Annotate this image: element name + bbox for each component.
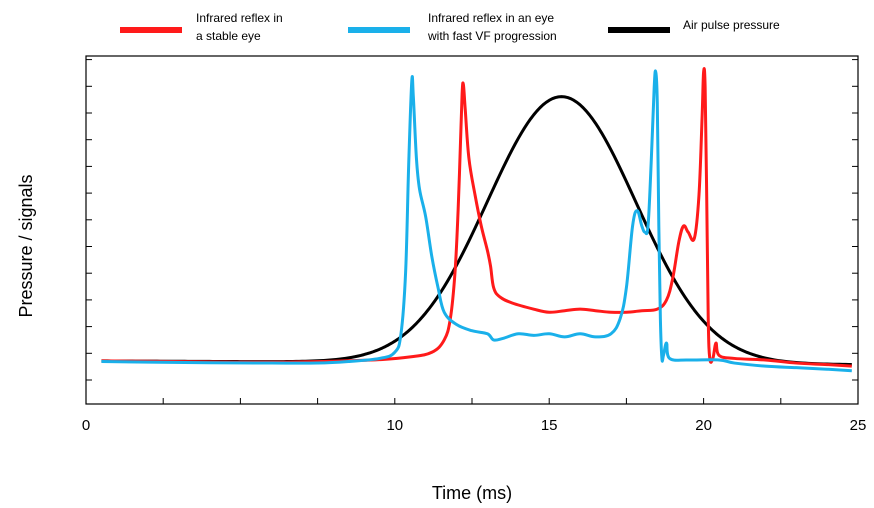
legend-label-stable-line1: Infrared reflex in	[196, 11, 283, 25]
legend-swatch-progression	[348, 27, 410, 33]
x-tick-label: 0	[82, 417, 90, 434]
x-tick-label: 25	[850, 417, 867, 434]
legend-label-pressure-line1: Air pulse pressure	[683, 18, 780, 32]
legend: Infrared reflex in a stable eye Infrared…	[120, 11, 780, 43]
x-tick-label: 15	[541, 417, 558, 434]
x-tick-label: 10	[386, 417, 403, 434]
series-fast-vf-progression	[101, 69, 852, 373]
x-axis-title: Time (ms)	[432, 483, 512, 503]
legend-label-progression-line2: with fast VF progression	[427, 29, 557, 43]
legend-item-stable: Infrared reflex in a stable eye	[120, 11, 283, 43]
bottom-ticks	[85, 398, 859, 404]
series-air-pulse-pressure	[101, 95, 852, 366]
series-stable-eye	[101, 67, 852, 368]
legend-item-progression: Infrared reflex in an eye with fast VF p…	[348, 11, 557, 43]
right-ticks	[852, 59, 858, 381]
legend-swatch-pressure	[608, 27, 670, 33]
legend-label-stable-line2: a stable eye	[196, 29, 261, 43]
y-axis-title: Pressure / signals	[16, 174, 36, 317]
left-ticks	[86, 59, 92, 381]
legend-item-pressure: Air pulse pressure	[608, 18, 780, 33]
legend-label-progression-line1: Infrared reflex in an eye	[428, 11, 554, 25]
x-tick-label: 20	[695, 417, 712, 434]
x-tick-labels: 0 10 15 20 25	[82, 417, 867, 434]
legend-swatch-stable	[120, 27, 182, 33]
